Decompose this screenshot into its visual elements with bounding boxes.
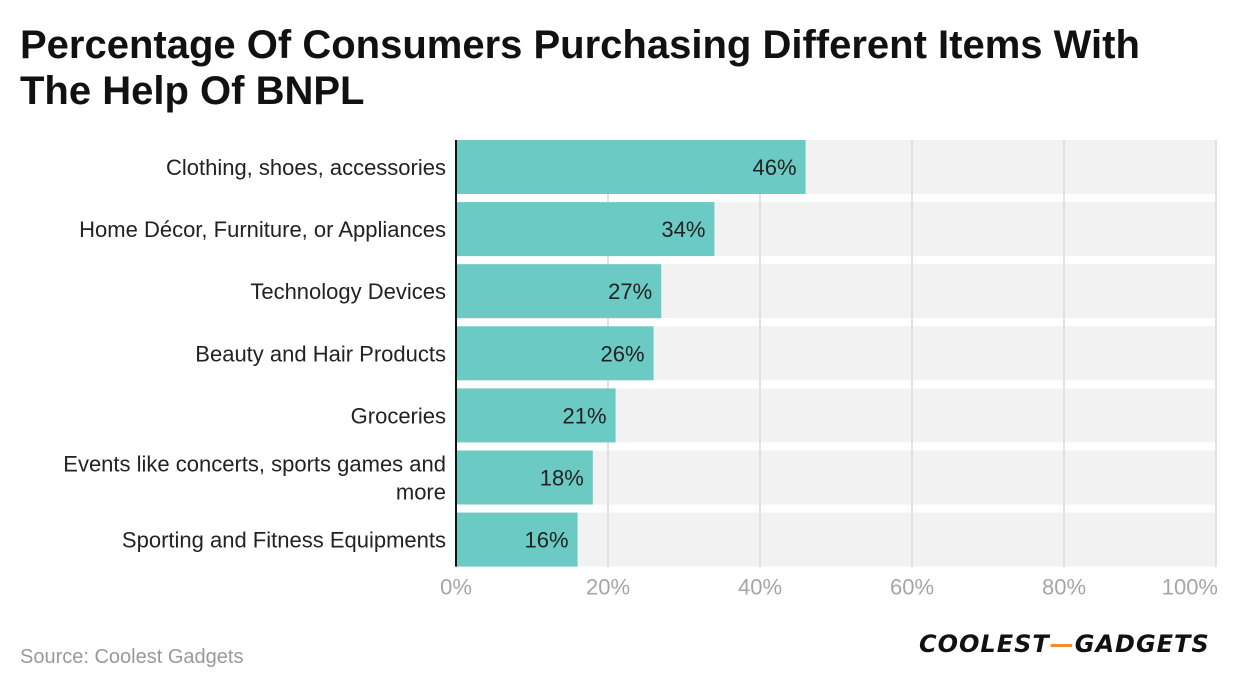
category-label-5-line-0: Events like concerts, sports games and	[63, 452, 446, 477]
data-label-4: 21%	[563, 403, 607, 428]
x-tick-label-0: 0%	[440, 575, 472, 600]
data-label-1: 34%	[661, 217, 705, 242]
category-label-5-line-1: more	[396, 480, 446, 505]
category-labels: Clothing, shoes, accessories Home Décor, …	[63, 155, 446, 553]
chart-title: Percentage Of Consumers Purchasing Diffe…	[20, 23, 1140, 113]
coolest-gadgets-logo: COOLEST—GADGETS	[919, 630, 1210, 658]
bar-3	[456, 326, 654, 381]
bars	[456, 140, 806, 567]
bar-4	[456, 388, 616, 443]
x-tick-label-1: 20%	[586, 575, 630, 600]
data-labels: 46% 34% 27% 26% 21% 18% 16%	[525, 155, 797, 553]
bar-5	[456, 450, 593, 505]
logo-left-text: COOLEST	[919, 630, 1050, 658]
x-tick-label-5: 100%	[1162, 575, 1218, 600]
x-tick-label-3: 60%	[890, 575, 934, 600]
bar-2	[456, 264, 662, 319]
source-note: Source: Coolest Gadgets	[20, 646, 244, 668]
data-label-5: 18%	[540, 466, 584, 491]
logo-right-text: GADGETS	[1074, 630, 1210, 658]
data-label-2: 27%	[608, 279, 652, 304]
bar-6	[456, 512, 578, 567]
category-label-3: Beauty and Hair Products	[195, 341, 446, 366]
bar-track-6	[456, 512, 1216, 567]
data-label-3: 26%	[601, 341, 645, 366]
x-tick-label-4: 80%	[1042, 575, 1086, 600]
bar-1	[456, 202, 715, 257]
data-label-0: 46%	[753, 155, 797, 180]
data-label-6: 16%	[525, 528, 569, 553]
category-label-0: Clothing, shoes, accessories	[166, 155, 446, 180]
category-label-1: Home Décor, Furniture, or Appliances	[79, 217, 446, 242]
category-label-4: Groceries	[351, 403, 446, 428]
logo-dash: —	[1049, 630, 1075, 658]
x-tick-labels: 0% 20% 40% 60% 80% 100%	[440, 575, 1218, 600]
category-label-6: Sporting and Fitness Equipments	[122, 528, 446, 553]
x-tick-label-2: 40%	[738, 575, 782, 600]
bar-0	[456, 140, 806, 194]
category-label-2: Technology Devices	[250, 279, 446, 304]
